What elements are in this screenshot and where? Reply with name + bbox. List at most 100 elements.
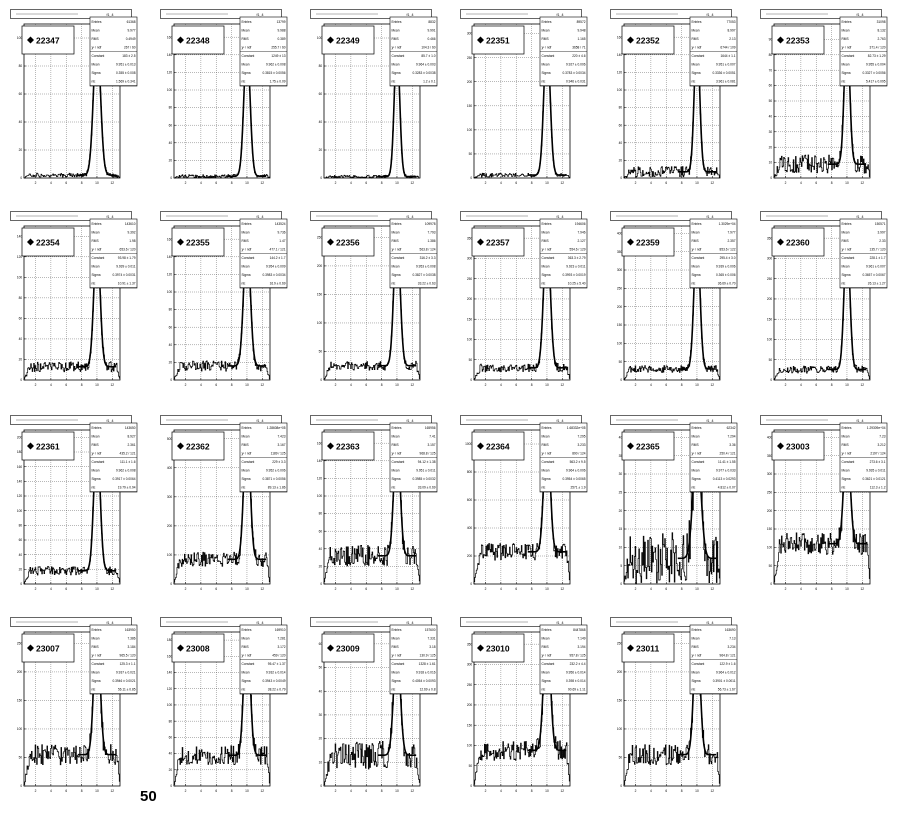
stats-label: χ² / ndf [542,248,552,252]
x-tick-label: 6 [215,789,217,793]
stats-label: Constant [392,54,405,58]
y-tick-label: 0 [320,176,322,180]
y-tick-label: 100 [617,88,623,92]
y-tick-label: 120 [17,494,23,498]
y-tick-label: 200 [767,509,773,513]
stats-value: 3.194 [578,645,586,649]
stats-label: Entries [692,426,702,430]
stats-value: 9.951 ± 0.011 [416,469,435,473]
stats-label: Sigma [692,477,701,481]
x-tick-label: 10 [395,181,399,185]
stats-value: 2.763 [878,37,886,41]
diamond-marker-icon [477,238,484,246]
stats-label: nE [242,80,246,84]
y-tick-label: 20 [619,509,623,513]
y-tick-label: 200 [317,264,323,268]
stats-value: 165956 [425,426,436,430]
stats-label: Mean [392,231,400,235]
stats-label: Constant [842,256,855,260]
stats-label: Mean [92,671,100,675]
x-tick-label: 12 [261,181,265,185]
stats-value: 169910 [275,628,286,632]
histogram-title: f1_4 [107,419,114,423]
stats-value: 3.18 [429,645,435,649]
x-tick-label: 6 [365,587,367,591]
y-tick-label: 40 [769,115,773,119]
y-tick-label: 120 [17,255,23,259]
stats-value: 0.3336 ± 0.0051 [712,71,735,75]
stats-value: 1.3029e+04 [719,222,736,226]
x-tick-label: 8 [681,383,683,387]
y-tick-label: 40 [319,120,323,124]
y-tick-label: 350 [467,642,473,646]
diamond-marker-icon [777,442,784,450]
stats-label: nE [692,80,696,84]
y-tick-label: 500 [167,437,173,441]
y-tick-label: 0 [770,582,772,586]
x-tick-label: 6 [815,181,817,185]
x-tick-label: 12 [861,181,865,185]
stats-label: χ² / ndf [692,46,702,50]
histogram-svg: f1_42 4 6 8 10 120204060801001201401601802300… [160,617,288,793]
y-tick-label: 60 [19,538,23,542]
stats-label: nE [92,688,96,692]
stats-value: 0.3871 ± 0.0056 [262,477,285,481]
stats-value: 371.4 / 120 [870,46,886,50]
histogram-pad-22351: f1_4 2 4 6 8 10 12 0 50 100 150 200 250 300 22351 Entri… [460,8,588,208]
stats-value: 8832 [428,20,435,24]
y-tick-label: 35 [619,454,623,458]
stats-value: 163950 [125,628,136,632]
histogram-title: f1_4 [707,419,714,423]
y-tick-label: 300 [767,257,773,261]
x-tick-label: 10 [845,383,849,387]
histogram-pad-23011: f1_4 2 4 6 8 10 12 0 50 100 150 200 250 23011 Entries 1… [610,616,738,816]
stats-label: Mean [542,231,550,235]
y-tick-label: 0 [20,784,22,788]
stats-label: Mean [692,63,700,67]
stats-label: Constant [692,662,705,666]
stats-label: Mean [242,469,250,473]
stats-value: 135.7 / 120 [870,248,886,252]
histogram-title: f1_4 [857,419,864,423]
stats-label: Constant [242,256,255,260]
x-tick-label: 8 [531,383,533,387]
stats-label: χ² / ndf [842,46,852,50]
y-tick-label: 100 [17,509,23,513]
stats-label: nE [392,80,396,84]
stats-label: Mean [92,265,100,269]
stats-label: nE [392,486,396,490]
y-tick-label: 20 [319,737,323,741]
stats-label: χ² / ndf [92,654,102,658]
y-tick-label: 80 [319,512,323,516]
run-number: 22352 [636,36,660,46]
x-tick-label: 2 [485,181,487,185]
histogram-title: f1_4 [557,13,564,17]
histogram-pad-23009: f1_4 2 4 6 8 10 12 0 10 20 30 40 50 60 23009 Entries 157… [310,616,438,816]
histogram-svg: f1_4 2 4 6 8 10 12 0 10 20 30 40 50 60 23009 Entries 157… [310,617,438,793]
stats-label: χ² / ndf [842,452,852,456]
stats-value: 459 / 120 [272,654,286,658]
stats-label: Sigma [842,71,851,75]
stats-value: 229 ± 3.3 [272,460,285,464]
stats-value: 0.3983 ± 0.0034 [262,273,285,277]
x-tick-label: 4 [200,789,202,793]
x-tick-label: 8 [381,181,383,185]
stats-value: 38.22 ± 0.79 [268,688,286,692]
y-tick-label: 1000 [465,442,472,446]
y-tick-label: 120 [167,71,173,75]
stats-label: Constant [392,460,405,464]
stats-label: Sigma [242,71,251,75]
stats-label: RMS [542,239,549,243]
y-tick-label: 50 [469,358,473,362]
x-tick-label: 4 [500,789,502,793]
stats-value: 7.977 [728,231,736,235]
stats-value: 9.935 ± 0.011 [866,469,885,473]
stats-label: Mean [542,637,550,641]
x-tick-label: 2 [485,383,487,387]
y-tick-label: 150 [467,104,473,108]
y-tick-label: 0 [470,582,472,586]
y-tick-label: 40 [619,141,623,145]
stats-value: 7.149 [578,637,586,641]
x-tick-label: 12 [111,383,115,387]
stats-value: 5.417 ± 0.095 [866,80,886,84]
